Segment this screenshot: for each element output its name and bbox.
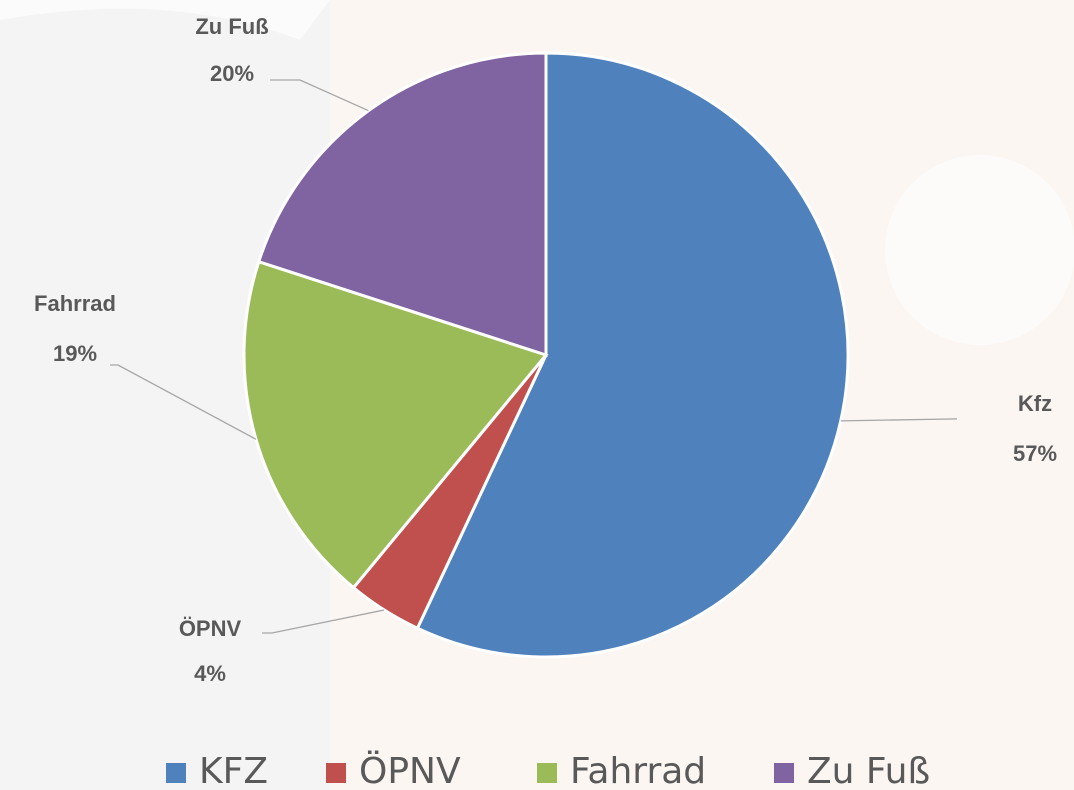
background-shape [885,155,1074,345]
pie-slice [242,259,549,590]
legend-label: KFZ [199,751,268,790]
legend-swatch [326,763,346,783]
leader-line [110,364,257,440]
data-label-value: 20% [210,61,254,86]
legend-label: Fahrrad [570,751,706,790]
data-label-category: Fahrrad [34,291,116,316]
data-label-value: 19% [53,341,97,366]
leader-line [262,609,385,634]
legend-swatch [537,763,557,783]
legend-swatch [166,763,186,783]
background-shape [0,0,330,40]
pie-slice [256,51,548,358]
leader-line [270,79,369,112]
pie-slice [415,51,850,659]
legend-label: ÖPNV [359,750,461,790]
legend-label: Zu Fuß [807,751,930,790]
data-label-value: 57% [1013,441,1057,466]
legend-swatch [774,763,794,783]
leader-line [840,418,958,422]
data-label-category: ÖPNV [179,616,242,641]
data-label-category: Kfz [1018,391,1052,416]
data-label-value: 4% [194,661,226,686]
data-label-category: Zu Fuß [195,14,268,39]
